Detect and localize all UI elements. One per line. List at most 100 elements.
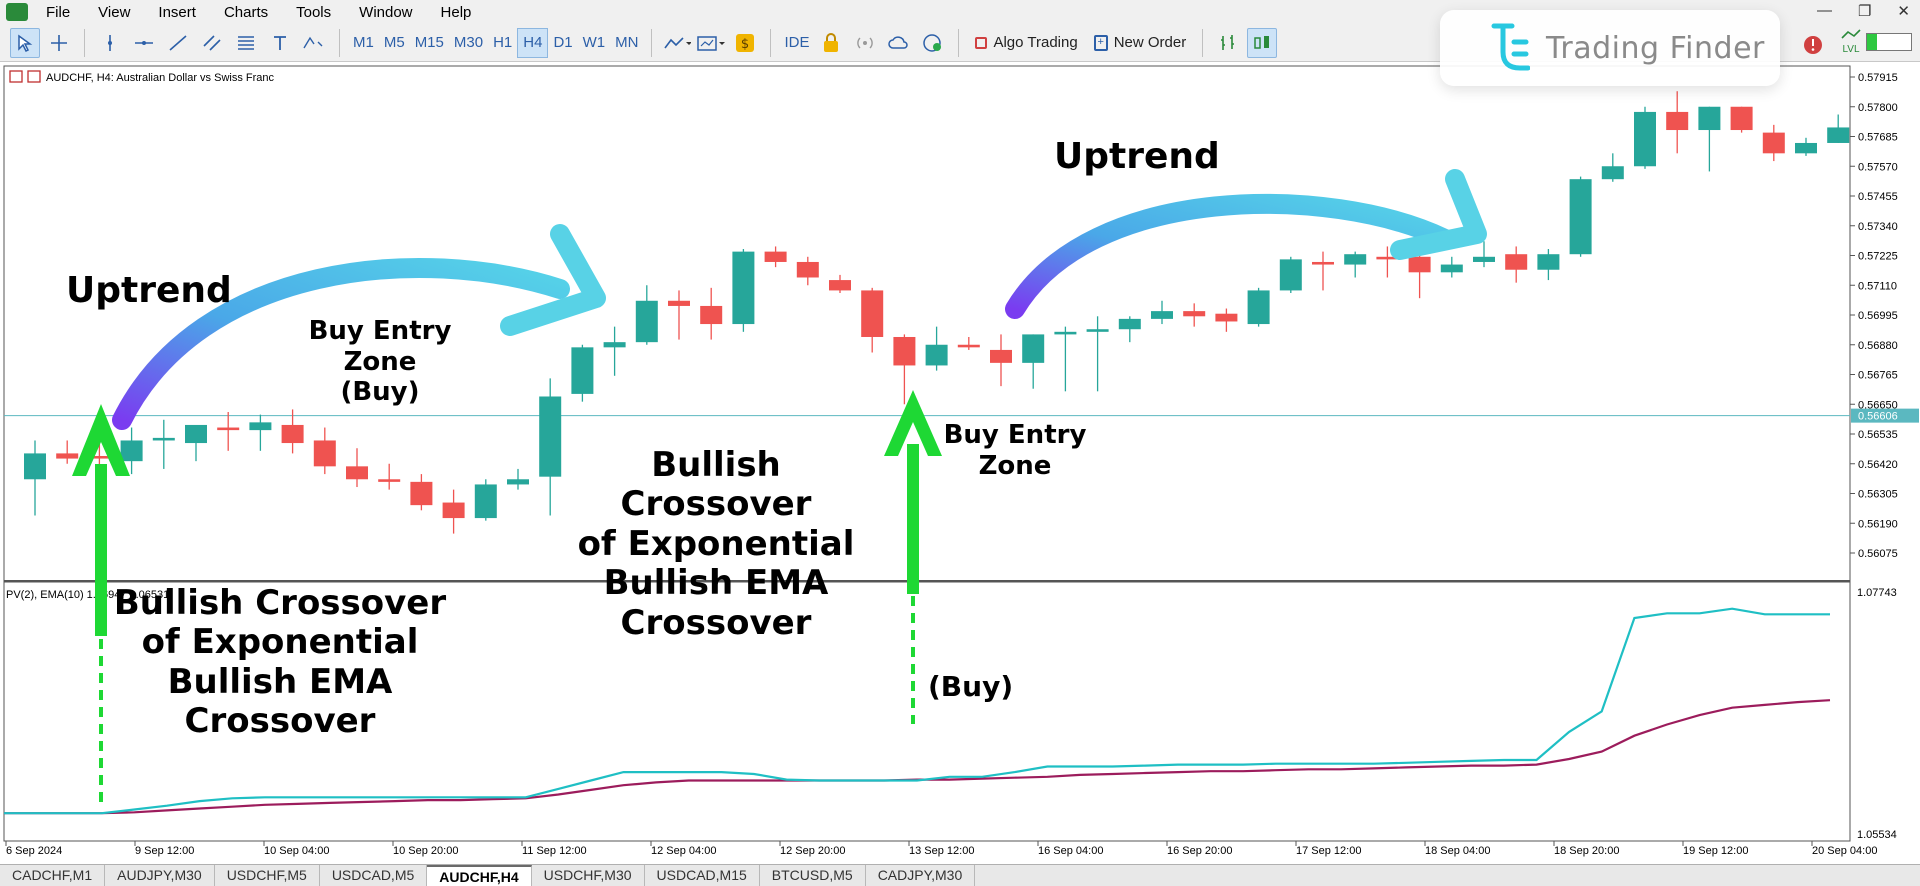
buy-entry-zone-left-line3: (Buy) <box>340 377 420 408</box>
candle-body <box>668 300 690 306</box>
cursor-tool-icon[interactable] <box>10 27 40 58</box>
price-tick-label: 0.56650 <box>1858 399 1898 411</box>
time-tick-label: 10 Sep 20:00 <box>393 845 458 857</box>
templates-icon[interactable] <box>696 28 726 58</box>
menu-insert[interactable]: Insert <box>158 3 196 21</box>
menu-tools[interactable]: Tools <box>296 3 332 21</box>
candle-body <box>1312 261 1334 265</box>
crosshair-tool-icon[interactable] <box>44 28 74 58</box>
menu-charts[interactable]: Charts <box>223 3 269 21</box>
menu-file[interactable]: File <box>46 3 71 21</box>
indicator-label: PV(2), EMA(10) 1.06947 1.06531 <box>6 589 169 601</box>
close-button[interactable]: ✕ <box>1897 3 1910 20</box>
toolbar-separator <box>651 28 653 57</box>
time-tick-label: 10 Sep 04:00 <box>264 845 329 857</box>
pv-fast-line <box>4 607 1830 815</box>
shapes-dropdown-icon[interactable] <box>299 28 329 58</box>
tab-usdchf-m5[interactable]: USDCHF,M5 <box>215 865 320 886</box>
chart-title: AUDCHF, H4: Australian Dollar vs Swiss F… <box>46 72 275 84</box>
candle-body <box>1086 329 1109 332</box>
signal-icon[interactable] <box>850 28 880 58</box>
text-tool-icon[interactable] <box>265 28 295 58</box>
candle-body <box>1473 256 1495 262</box>
restore-button[interactable]: ❐ <box>1857 3 1872 20</box>
chart-window[interactable]: 0.57915 0.57800 0.57685 0.57570 0.57455 0.573… <box>0 64 1920 864</box>
chart-canvas[interactable]: 0.57915 0.57800 0.57685 0.57570 0.57455 0.573… <box>0 64 1920 864</box>
lock-icon[interactable] <box>816 28 846 58</box>
timeframe-m1[interactable]: M1 <box>353 34 374 51</box>
vertical-line-icon[interactable] <box>95 28 125 58</box>
time-tick-label: 16 Sep 20:00 <box>1167 845 1232 857</box>
tab-audjpy-m30[interactable]: AUDJPY,M30 <box>105 865 215 886</box>
tab-usdcad-m15[interactable]: USDCAD,M15 <box>645 865 760 886</box>
price-tick-label: 0.56765 <box>1858 370 1898 382</box>
indicator-high-label: 1.07743 <box>1857 587 1897 599</box>
candle-body <box>829 280 851 291</box>
time-tick-label: 9 Sep 12:00 <box>135 845 194 857</box>
time-tick-label: 6 Sep 2024 <box>6 845 62 857</box>
candle-body <box>861 290 884 337</box>
ide-button[interactable]: IDE <box>784 34 810 51</box>
timeframe-h4[interactable]: H4 <box>517 27 549 58</box>
chart-menu-icon[interactable] <box>9 70 23 83</box>
alert-icon[interactable] <box>1798 30 1828 60</box>
candle-body <box>1118 318 1141 330</box>
menu-view[interactable]: View <box>98 3 131 21</box>
buy-entry-zone-right-line1: Buy Entry <box>943 420 1087 450</box>
menu-help[interactable]: Help <box>440 3 472 21</box>
candle-body <box>796 261 819 278</box>
network-icon[interactable] <box>918 28 948 58</box>
timeframe-h1[interactable]: H1 <box>493 34 513 51</box>
price-tick-label: 0.57685 <box>1858 132 1898 144</box>
tab-btcusd-m5[interactable]: BTCUSD,M5 <box>760 865 866 886</box>
horizontal-line-icon[interactable] <box>129 28 159 58</box>
candle-body <box>185 424 207 444</box>
candle-body <box>1408 256 1431 273</box>
new-order-button[interactable]: + New Order <box>1086 34 1195 51</box>
toolbar-separator <box>339 28 340 57</box>
candlestick-chart-icon[interactable] <box>1247 27 1278 58</box>
lvl-indicator[interactable]: LVL <box>1840 28 1862 55</box>
candle-body <box>378 479 401 482</box>
indicators-icon[interactable] <box>662 28 692 58</box>
tab-usdchf-m30[interactable]: USDCHF,M30 <box>532 865 645 886</box>
price-tick-label: 0.56075 <box>1858 548 1898 560</box>
channel-icon[interactable] <box>197 28 227 58</box>
trendline-icon[interactable] <box>163 28 193 58</box>
price-tick-label: 0.56420 <box>1858 459 1898 471</box>
tab-cadchf-m1[interactable]: CADCHF,M1 <box>0 865 106 886</box>
fibonacci-icon[interactable] <box>231 28 261 58</box>
menu-window[interactable]: Window <box>359 3 413 21</box>
candle-body <box>571 347 594 394</box>
uptrend-arrow-left <box>112 257 570 430</box>
tab-usdcad-m5[interactable]: USDCAD,M5 <box>320 865 428 886</box>
candle-body <box>1537 254 1560 270</box>
time-tick-label: 18 Sep 20:00 <box>1554 845 1619 857</box>
trading-finder-logo-icon <box>1491 23 1530 71</box>
candle-body <box>1022 334 1045 363</box>
buy-entry-zone-right-line2: Zone <box>978 450 1052 481</box>
candle-body <box>732 251 755 325</box>
tab-cadjpy-m30[interactable]: CADJPY,M30 <box>866 865 976 886</box>
market-icon[interactable]: $ <box>730 28 760 58</box>
cloud-icon[interactable] <box>884 28 914 58</box>
timeframe-mn[interactable]: MN <box>615 34 639 51</box>
candle-body <box>1569 179 1592 255</box>
minimize-button[interactable]: — <box>1816 2 1832 19</box>
timeframe-m30[interactable]: M30 <box>453 34 484 51</box>
chart-header: AUDCHF, H4: Australian Dollar vs Swiss F… <box>6 70 1897 841</box>
algo-trading-button[interactable]: Algo Trading <box>967 34 1085 51</box>
timeframe-m5[interactable]: M5 <box>383 34 405 51</box>
timeframe-w1[interactable]: W1 <box>582 34 606 51</box>
tab-audchf-h4[interactable]: AUDCHF,H4 <box>427 865 532 886</box>
candle-body <box>249 422 272 431</box>
toolbar-separator <box>1202 28 1204 57</box>
trading-finder-logo-text: Trading Finder <box>1546 30 1765 66</box>
candle-body <box>507 479 529 485</box>
candle-body <box>990 349 1012 363</box>
window-controls: — ❐ ✕ <box>1817 2 1910 20</box>
timeframe-m15[interactable]: M15 <box>414 34 444 51</box>
chart-window-icon[interactable] <box>27 70 41 83</box>
bar-chart-icon[interactable] <box>1213 28 1243 58</box>
timeframe-d1[interactable]: D1 <box>553 34 573 51</box>
